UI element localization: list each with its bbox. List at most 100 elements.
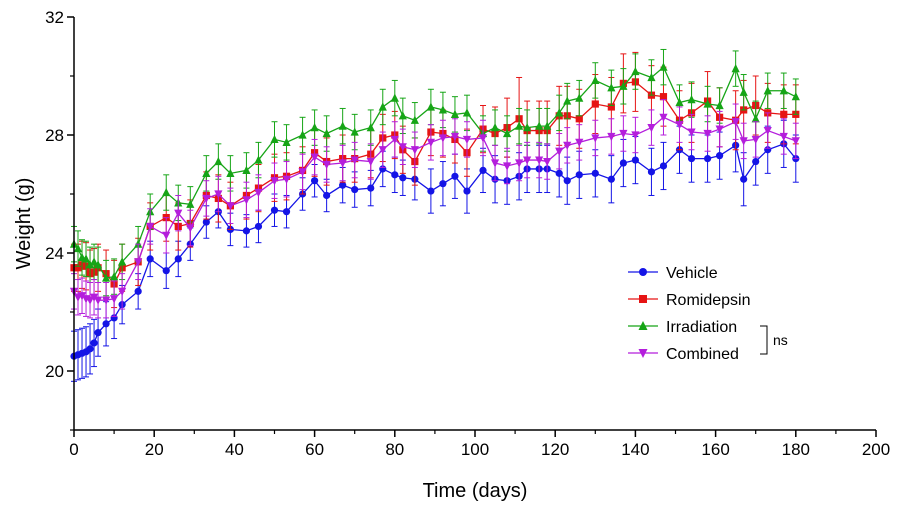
romidepsin-point — [74, 264, 82, 272]
x-tick-label: 100 — [461, 440, 489, 459]
combined-point — [338, 159, 347, 168]
romidepsin-point — [780, 110, 788, 118]
x-tick-label: 60 — [305, 440, 324, 459]
vehicle-point — [367, 184, 375, 192]
irradiation-point — [739, 87, 748, 96]
combined-point — [563, 141, 572, 150]
combined-point — [214, 190, 223, 199]
combined-point — [715, 125, 724, 134]
legend-marker — [639, 295, 647, 303]
irradiation-point — [462, 108, 472, 117]
bracket-line — [760, 325, 768, 355]
combined-point — [555, 147, 564, 156]
x-tick-label: 180 — [782, 440, 810, 459]
combined-line — [73, 116, 797, 301]
combined-point — [322, 160, 331, 170]
combined-point — [378, 146, 387, 155]
irradiation-point — [426, 102, 435, 111]
irradiation-point — [242, 165, 251, 174]
combined-point — [515, 159, 524, 168]
irradiation-point — [202, 168, 211, 177]
legend-marker — [639, 268, 647, 276]
irradiation-point — [298, 130, 307, 139]
vehicle-point — [591, 169, 599, 177]
combined-point — [270, 177, 279, 186]
vehicle-point — [752, 157, 760, 166]
vehicle-point — [254, 222, 263, 231]
irradiation-point — [93, 260, 103, 269]
irradiation-point — [715, 100, 724, 110]
irradiation-point — [73, 243, 83, 253]
combined-point — [591, 134, 600, 143]
irradiation-point — [254, 155, 263, 164]
irradiation-point — [751, 114, 760, 123]
irradiation-point — [631, 66, 640, 76]
vehicle-point — [94, 329, 102, 337]
vehicle-point — [427, 187, 435, 195]
combined-point — [398, 143, 407, 152]
combined-point — [438, 134, 448, 143]
combined-point — [186, 224, 195, 233]
irradiation-point — [110, 272, 119, 281]
combined-point — [242, 196, 251, 205]
combined-point — [85, 296, 95, 305]
irradiation-point — [101, 273, 111, 282]
irradiation-point — [779, 86, 788, 95]
legend-label: Vehicle — [666, 265, 718, 282]
irradiation-point — [410, 115, 419, 124]
legend-label: Romidepsin — [666, 292, 750, 309]
irradiation-point — [270, 134, 279, 144]
vehicle-point — [270, 206, 279, 214]
combined-point — [89, 293, 99, 302]
vehicle-point — [647, 168, 656, 176]
irradiation-point — [563, 96, 572, 105]
romidepsin-point — [607, 103, 615, 111]
irradiation-point — [85, 260, 95, 269]
vehicle-point — [174, 255, 182, 263]
combined-point — [93, 296, 103, 305]
vehicle-point — [202, 218, 210, 226]
irradiation-point — [322, 128, 331, 138]
irradiation-point — [378, 102, 387, 111]
y-tick-label: 24 — [45, 244, 64, 263]
combined-point — [101, 296, 111, 305]
combined-point — [763, 126, 772, 136]
legend-marker — [638, 349, 648, 358]
irradiation-point — [310, 123, 319, 132]
irradiation-point — [89, 257, 99, 266]
combined-point — [631, 131, 640, 140]
vehicle-point — [631, 156, 640, 164]
combined-point — [647, 124, 656, 133]
irradiation-point — [535, 121, 544, 130]
combined-point — [535, 156, 544, 165]
vehicle-point — [351, 185, 359, 194]
irradiation-point — [398, 111, 407, 120]
combined-point — [202, 194, 211, 204]
combined-point — [703, 129, 712, 139]
y-tick-label: 28 — [45, 126, 64, 145]
combined-point — [310, 153, 319, 162]
vehicle-point — [687, 155, 696, 163]
irradiation-point — [647, 72, 656, 82]
irradiation-point — [619, 81, 628, 90]
irradiation-point — [214, 156, 223, 166]
combined-point — [110, 295, 119, 304]
ns-annotation: ns — [773, 332, 788, 348]
vehicle-point — [659, 162, 668, 170]
combined-point — [174, 209, 183, 218]
vehicle-point — [607, 175, 615, 183]
combined-point — [751, 135, 760, 145]
irradiation-point — [575, 93, 584, 102]
vehicle-point — [102, 320, 110, 328]
significance-bracket: ns — [760, 325, 788, 355]
combined-point — [426, 138, 435, 147]
combined-point — [739, 137, 748, 146]
irradiation-point — [675, 97, 684, 107]
combined-point — [350, 156, 359, 165]
combined-point — [462, 135, 472, 145]
y-axis-title: Weight (g) — [13, 178, 35, 270]
combined-point — [791, 137, 800, 146]
irradiation-point — [591, 75, 600, 85]
x-tick-label: 200 — [862, 440, 890, 459]
